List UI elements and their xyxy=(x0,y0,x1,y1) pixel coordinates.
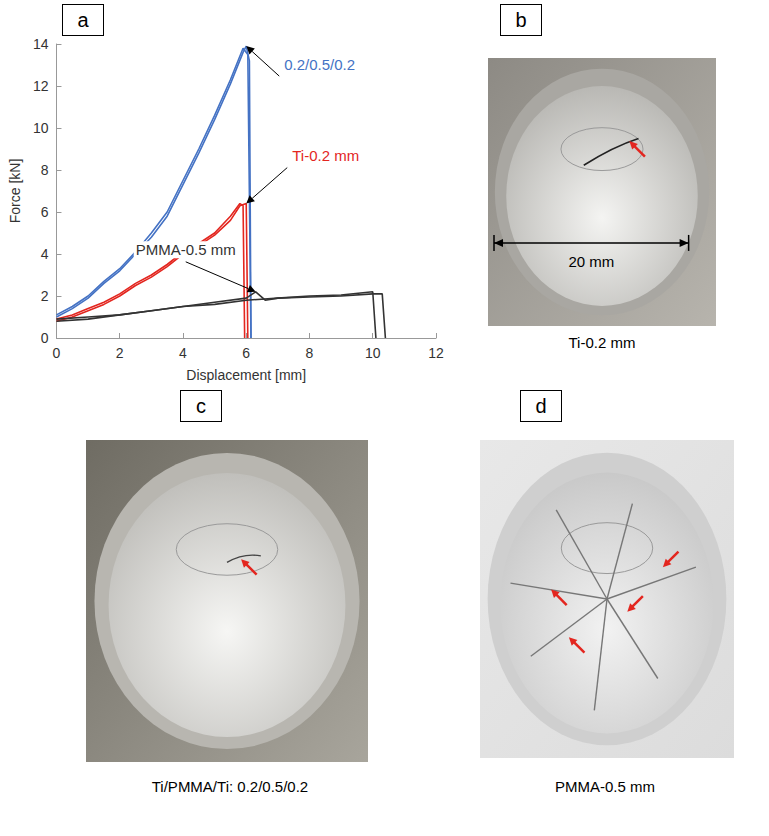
svg-text:6: 6 xyxy=(242,345,250,361)
svg-text:8: 8 xyxy=(306,345,314,361)
html-text:Ti-0.2 mm: Ti-0.2 mm xyxy=(568,334,636,351)
html-text:Ti/PMMA/Ti: 0.2/0.5/0.2: Ti/PMMA/Ti: 0.2/0.5/0.2 xyxy=(151,778,309,795)
svg-text:8: 8 xyxy=(41,162,49,178)
svg-text:10: 10 xyxy=(365,345,381,361)
svg-text:Force [kN]: Force [kN] xyxy=(7,159,23,224)
svg-text:14: 14 xyxy=(33,36,49,52)
html-text:d: d xyxy=(535,395,547,417)
svg-text:6: 6 xyxy=(41,204,49,220)
svg-text:PMMA-0.5 mm: PMMA-0.5 mm xyxy=(136,241,236,258)
svg-text:Ti-0.2 mm: Ti-0.2 mm xyxy=(292,147,359,164)
html-text:PMMA-0.5 mm: PMMA-0.5 mm xyxy=(555,778,655,795)
html-text:c: c xyxy=(196,395,206,417)
svg-text:2: 2 xyxy=(116,345,124,361)
html-text:b: b xyxy=(515,9,527,31)
svg-text:20 mm: 20 mm xyxy=(568,253,614,270)
svg-text:0: 0 xyxy=(53,345,61,361)
svg-text:2: 2 xyxy=(41,288,49,304)
svg-text:12: 12 xyxy=(33,78,49,94)
svg-text:Displacement [mm]: Displacement [mm] xyxy=(186,367,306,383)
html-text:a: a xyxy=(77,9,89,31)
svg-text:0.2/0.5/0.2: 0.2/0.5/0.2 xyxy=(284,56,355,73)
svg-text:4: 4 xyxy=(41,246,49,262)
svg-text:10: 10 xyxy=(33,120,49,136)
svg-text:0: 0 xyxy=(41,330,49,346)
svg-text:12: 12 xyxy=(428,345,444,361)
svg-text:4: 4 xyxy=(179,345,187,361)
